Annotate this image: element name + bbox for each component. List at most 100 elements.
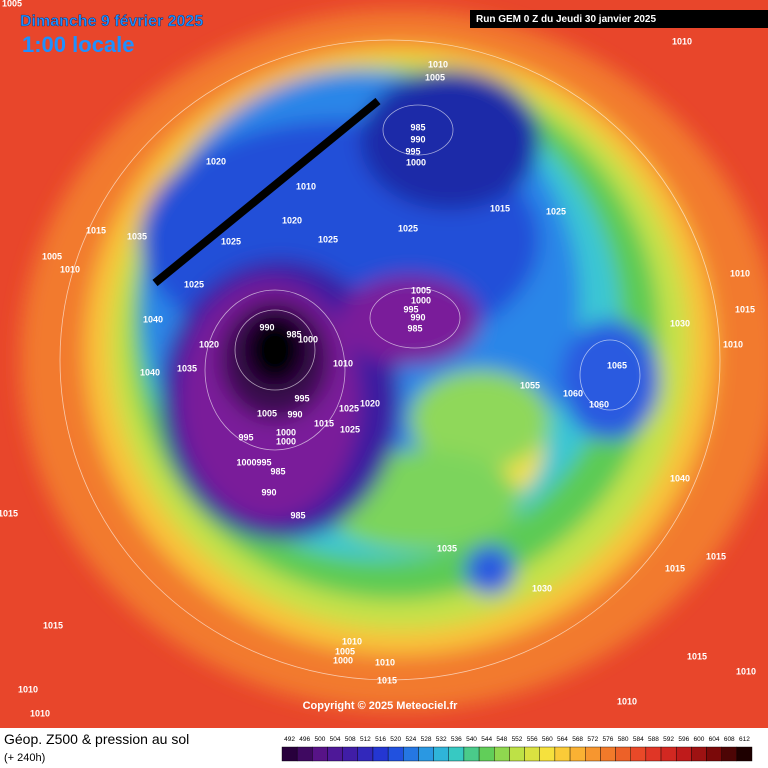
scale-swatch [509,746,525,762]
isobar-label: 1030 [670,318,690,328]
isobar-label: 1025 [340,424,360,434]
isobar-label: 1010 [723,339,743,349]
scale-swatch [494,746,510,762]
isobar-label: 1025 [398,223,418,233]
isobar-label: 1035 [127,231,147,241]
isobar-label: 990 [259,322,274,332]
scale-swatch [706,746,722,762]
isobar-label: 1010 [333,358,353,368]
scale-swatch [342,746,359,762]
isobar-label: 1005 [335,646,355,656]
scale-label: 560 [542,736,553,743]
scale-label: 568 [572,736,583,743]
isobar-label: 1065 [607,360,627,370]
scale-label: 544 [481,736,492,743]
scale-swatch [403,746,419,762]
scale-swatch [281,746,298,762]
isobar-label: 990 [410,312,425,322]
run-text: Run GEM 0 Z du Jeudi 30 janvier 2025 [476,14,656,25]
isobar-label: 1020 [199,339,219,349]
scale-label: 612 [739,736,750,743]
isobar-label: 985 [286,329,301,339]
isobar-label: 1015 [665,563,685,573]
scale-swatch [691,746,707,762]
isobar-label: 1010 [60,264,80,274]
scale-swatch [372,746,389,762]
scale-label: 520 [390,736,401,743]
scale-label: 608 [724,736,735,743]
isobar-label: 1005 [42,251,62,261]
isobar-label: 1010 [18,684,38,694]
time-text: 1:00 locale [22,32,135,57]
scale-label: 592 [663,736,674,743]
scale-label: 548 [496,736,507,743]
isobar-label: 1040 [140,367,160,377]
scale-label: 556 [527,736,538,743]
isobar-label: 1015 [0,508,18,518]
isobar-label: 1010 [428,59,448,69]
scale-swatch [585,746,601,762]
isobar-label: 990 [410,134,425,144]
isobar-label: 1060 [563,388,583,398]
scale-label: 576 [603,736,614,743]
isobar-label: 995 [403,304,418,314]
scale-label: 572 [587,736,598,743]
scale-label: 600 [694,736,705,743]
scale-swatch [387,746,404,762]
isobar-label: 1000 [276,427,296,437]
isobar-label: 1015 [314,418,334,428]
isobar-label: 1030 [532,583,552,593]
isobar-label: 1035 [437,543,457,553]
scale-swatch [569,746,586,762]
scale-label: 528 [421,736,432,743]
scale-swatch [675,746,692,762]
isobar-label: 990 [261,487,276,497]
isobar-label: 1000995 [236,457,271,467]
scale-swatch [357,746,374,762]
isobar-label: 1040 [670,473,690,483]
scale-label: 500 [314,736,325,743]
scale-label: 524 [405,736,416,743]
isobar-label: 985 [290,510,305,520]
isobar-label: 1015 [43,620,63,630]
scale-label: 496 [299,736,310,743]
isobar-label: 1015 [706,551,726,561]
scale-swatch [524,746,540,762]
scale-label: 508 [345,736,356,743]
isobar-label: 1060 [589,399,609,409]
footer-lead: (+ 240h) [4,752,45,764]
isobar-label: 1025 [221,236,241,246]
geopotential-field [0,0,768,728]
isobar-label: 1015 [86,225,106,235]
isobar-label: 1000 [411,295,431,305]
footer-title: Géop. Z500 & pression au sol [4,731,189,747]
isobar-label: 985 [270,466,285,476]
scale-swatch [296,746,313,762]
isobar-label: 1010 [375,657,395,667]
isobar-label: 995 [405,146,420,156]
isobar-label: 1010 [672,36,692,46]
scale-swatch [448,746,465,762]
isobar-label: 985 [410,122,425,132]
scale-swatch [418,746,434,762]
isobar-label: 1005 [425,72,445,82]
scale-label: 552 [512,736,523,743]
scale-label: 580 [618,736,629,743]
isobar-label: 1000 [276,436,296,446]
isobar-label: 1000 [333,655,353,665]
isobar-label: 1025 [546,206,566,216]
scale-label: 536 [451,736,462,743]
isobar-label: 1035 [177,363,197,373]
scale-swatch [554,746,571,762]
isobar-label: 1015 [490,203,510,213]
scale-swatch [478,746,495,762]
isobar-label: 1015 [377,675,397,685]
scale-swatch [736,746,753,762]
isobar-label: 1010 [730,268,750,278]
scale-swatch [645,746,662,762]
copyright: Copyright © 2025 Meteociel.fr [303,700,459,712]
scale-label: 492 [284,736,295,743]
scale-swatch [600,746,616,762]
isobar-label: 1010 [736,666,756,676]
